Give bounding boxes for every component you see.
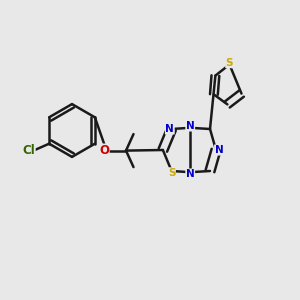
Text: S: S [226, 58, 233, 68]
Text: S: S [168, 168, 175, 178]
Text: N: N [186, 121, 195, 131]
Text: N: N [165, 124, 174, 134]
Text: O: O [99, 144, 109, 157]
Text: N: N [214, 145, 224, 155]
Text: N: N [186, 169, 195, 179]
Text: Cl: Cl [22, 144, 35, 157]
